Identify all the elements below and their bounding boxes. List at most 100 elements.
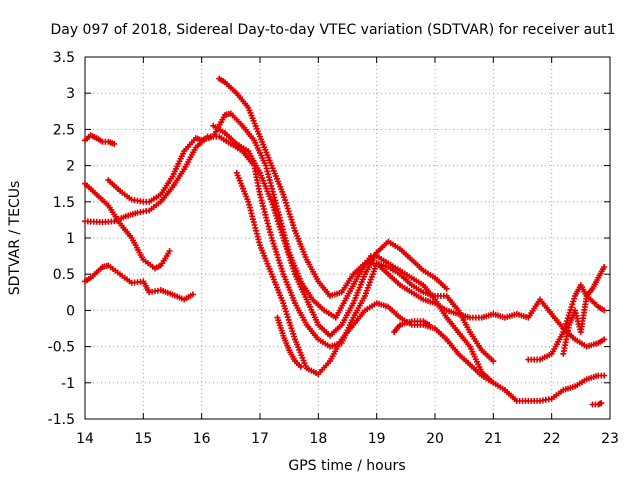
data-point-marks (280, 191, 298, 231)
data-point-marks (432, 325, 448, 341)
data-point-marks (286, 347, 297, 362)
data-point-marks (408, 256, 425, 272)
data-point-marks (128, 235, 145, 261)
data-point-marks (99, 138, 109, 145)
data-point-marks (408, 274, 424, 287)
data-point-marks (239, 122, 256, 142)
x-tick-label: 14 (76, 431, 94, 447)
data-point-marks (385, 260, 401, 273)
data-point-marks (233, 169, 251, 203)
data-point-marks (362, 263, 379, 299)
series-arc-3 (82, 262, 196, 303)
data-point-marks (257, 133, 274, 166)
x-axis-label: GPS time / hours (288, 458, 405, 474)
grid (85, 57, 610, 419)
data-point-marks (344, 273, 361, 299)
data-point-marks (420, 318, 433, 328)
series-arc-8 (233, 169, 497, 386)
data-point-marks (478, 347, 497, 365)
data-point-marks (455, 329, 472, 348)
data-point-marks (315, 336, 331, 349)
data-point-marks (589, 277, 601, 292)
data-point-marks (332, 295, 350, 321)
data-point-marks (309, 296, 326, 312)
data-point-marks (572, 336, 588, 349)
data-point-marks (537, 352, 553, 363)
data-point-marks (595, 336, 608, 346)
data-point-marks (105, 138, 118, 147)
data-point-marks (338, 323, 355, 343)
data-point-marks (257, 191, 274, 239)
data-point-marks (117, 220, 133, 239)
data-point-marks (292, 271, 309, 300)
data-point-marks (292, 358, 304, 370)
x-tick-label: 18 (309, 431, 327, 447)
data-point-marks (455, 350, 472, 366)
data-point-marks (420, 267, 436, 280)
data-point-marks (385, 264, 401, 276)
data-point-marks (385, 271, 402, 287)
data-point-marks (467, 361, 483, 377)
data-point-marks (222, 111, 232, 118)
data-point-marks (432, 296, 449, 319)
data-point-marks (338, 273, 355, 296)
data-point-marks (262, 162, 280, 210)
data-point-marks (233, 140, 249, 153)
data-point-marks (362, 301, 378, 314)
data-point-marks (350, 273, 367, 307)
data-point-marks (192, 135, 203, 143)
data-point-marks (82, 180, 98, 196)
series-arc-2 (82, 180, 173, 272)
data-point-marks (222, 79, 238, 95)
data-point-marks (210, 122, 226, 135)
y-tick-label: -1.5 (48, 412, 75, 428)
data-point-marks (292, 300, 309, 326)
series-arc-10 (391, 318, 433, 336)
data-point-marks (502, 387, 518, 403)
data-point-marks (245, 198, 263, 246)
data-point-marks (350, 262, 367, 278)
data-point-marks (315, 278, 332, 297)
series-arc-12 (560, 264, 608, 357)
data-point-marks (169, 150, 186, 180)
x-tick-label: 21 (484, 431, 502, 447)
data-point-marks (280, 235, 298, 275)
data-point-marks (350, 295, 367, 321)
data-point-marks (117, 271, 133, 285)
data-point-marks (443, 336, 460, 355)
data-point-marks (327, 338, 344, 365)
series-arc-6 (216, 75, 497, 365)
data-point-marks (227, 140, 244, 153)
y-tick-label: 1.5 (53, 195, 75, 211)
data-point-marks (560, 324, 572, 357)
y-axis-label: SDTVAR / TECUs (7, 181, 23, 296)
data-point-marks (478, 372, 497, 386)
data-point-marks (140, 256, 156, 270)
x-tick-label: 23 (601, 431, 619, 447)
data-point-marks (373, 240, 390, 256)
data-point-marks (367, 253, 377, 260)
data-point-marks (350, 309, 367, 328)
y-tick-label: 0.5 (53, 267, 75, 283)
data-point-marks (140, 278, 151, 294)
y-tick-label: 2.5 (53, 122, 75, 138)
data-point-marks (397, 282, 413, 294)
data-point-marks (169, 168, 186, 191)
data-point-marks (268, 235, 286, 275)
data-point-marks (315, 360, 332, 378)
data-point-marks (99, 263, 110, 270)
data-point-marks (163, 248, 173, 260)
data-point-marks (87, 132, 98, 141)
data-point-marks (82, 276, 92, 285)
data-point-marks (245, 104, 262, 137)
data-point-marks (595, 400, 605, 408)
data-point-marks (577, 295, 590, 336)
data-point-marks (385, 238, 401, 251)
data-point-marks (595, 372, 608, 379)
data-marks (82, 75, 608, 408)
data-point-marks (303, 321, 320, 341)
data-point-marks (432, 274, 450, 292)
series-arc-7 (210, 122, 450, 339)
x-tick-label: 16 (193, 431, 211, 447)
